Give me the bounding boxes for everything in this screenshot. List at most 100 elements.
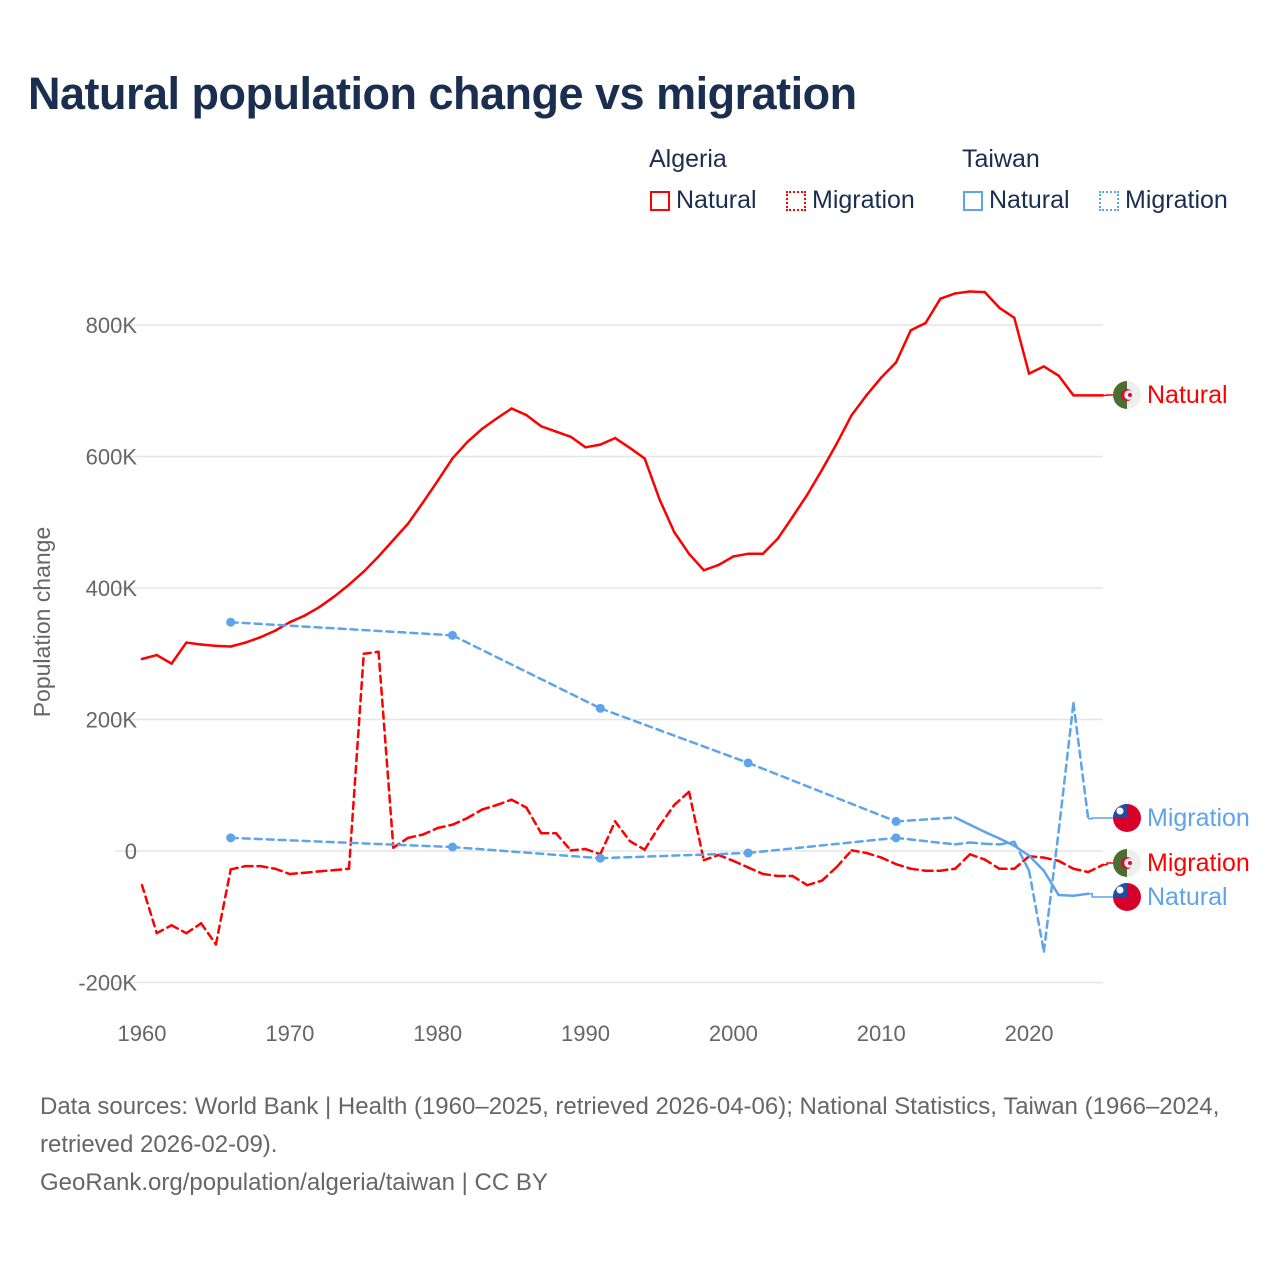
legend-label: Migration xyxy=(1125,186,1228,214)
legend-swatch-solid xyxy=(963,190,983,211)
flag-white xyxy=(1127,381,1141,409)
line-segment xyxy=(599,820,617,856)
line-segment xyxy=(421,826,439,836)
line-segment xyxy=(584,847,602,856)
line-segment xyxy=(229,641,247,648)
flag-body xyxy=(1113,804,1141,832)
line-segment xyxy=(199,643,218,648)
line-segment xyxy=(1072,701,1090,821)
line-segment xyxy=(229,864,247,871)
line-segment xyxy=(140,653,159,661)
line-segment xyxy=(761,537,779,556)
line-segment xyxy=(732,859,750,869)
line-segment xyxy=(554,831,573,852)
line-segment xyxy=(968,823,986,834)
line-segment xyxy=(170,924,188,935)
line-segment xyxy=(362,650,380,655)
series-algeria-natural xyxy=(140,290,1105,665)
footer: Data sources: World Bank | Health (1960–… xyxy=(40,1088,1260,1202)
x-tick-label: 2010 xyxy=(857,1021,906,1046)
line-segment xyxy=(968,841,986,846)
line-segment xyxy=(1027,854,1046,872)
label-connector xyxy=(1088,817,1113,820)
data-point xyxy=(226,617,236,627)
line-segment xyxy=(510,798,528,809)
end-label-taiwan-natural[interactable]: Natural xyxy=(1088,883,1228,911)
line-segment xyxy=(377,538,395,558)
line-segment xyxy=(761,872,779,878)
legend-label: Migration xyxy=(812,186,915,214)
line-segment xyxy=(495,407,513,420)
legend-item-taiwan-natural[interactable]: Natural xyxy=(963,186,1070,215)
line-segment xyxy=(421,479,439,504)
flag-star xyxy=(1128,393,1132,397)
line-segment xyxy=(185,922,203,935)
legend-item-taiwan-migration[interactable]: Migration xyxy=(1099,186,1228,215)
line-segment xyxy=(525,413,543,428)
end-label-algeria-migration[interactable]: Migration xyxy=(1103,849,1250,877)
line-segment xyxy=(746,761,898,823)
line-segment xyxy=(495,798,513,807)
line-segment xyxy=(702,853,720,862)
flag-body xyxy=(1113,849,1141,877)
line-segment xyxy=(643,824,661,851)
line-segment xyxy=(214,868,232,946)
legend-label: Natural xyxy=(676,186,757,214)
line-segment xyxy=(776,515,794,540)
line-segment xyxy=(672,530,691,556)
line-segment xyxy=(894,816,957,823)
end-label-text: Natural xyxy=(1147,381,1228,409)
x-tick-label: 1990 xyxy=(561,1021,610,1046)
legend-item-algeria-migration[interactable]: Migration xyxy=(786,186,915,215)
line-segment xyxy=(451,634,602,710)
end-label-algeria-natural[interactable]: Natural xyxy=(1103,381,1228,409)
line-segment xyxy=(953,853,972,871)
line-segment xyxy=(894,836,957,846)
data-point xyxy=(743,758,753,768)
line-segment xyxy=(791,493,809,519)
data-point xyxy=(891,816,901,826)
line-segment xyxy=(288,871,306,876)
legend-swatch-dotted xyxy=(1099,190,1119,211)
line-segment xyxy=(584,443,602,449)
line-segment xyxy=(392,522,410,542)
line-segment xyxy=(909,321,927,332)
y-tick-label: -200K xyxy=(78,971,137,996)
flag-sun xyxy=(1116,807,1124,815)
line-segment xyxy=(953,290,972,295)
data-point xyxy=(891,833,901,843)
line-segment xyxy=(835,413,853,445)
line-segment xyxy=(303,605,321,617)
line-segment xyxy=(820,442,839,471)
line-segment xyxy=(1027,869,1046,953)
line-segment xyxy=(613,820,632,843)
line-segment xyxy=(806,879,824,887)
line-segment xyxy=(259,629,277,639)
legend-swatch-solid xyxy=(650,190,670,211)
line-segment xyxy=(820,865,839,882)
line-segment xyxy=(199,922,218,946)
line-segment xyxy=(569,435,587,449)
legend-item-algeria-natural[interactable]: Natural xyxy=(650,186,757,215)
y-tick-label: 800K xyxy=(86,313,138,338)
line-segment xyxy=(1057,893,1075,897)
line-segment xyxy=(983,858,1001,871)
line-segment xyxy=(717,853,735,863)
line-segment xyxy=(599,436,617,446)
line-segment xyxy=(1057,859,1075,871)
taiwan-flag-icon xyxy=(1113,883,1141,911)
legend-group-taiwan: Taiwan xyxy=(962,145,1040,173)
line-segment xyxy=(687,790,706,862)
algeria-flag-icon xyxy=(1113,849,1141,877)
data-point xyxy=(595,853,605,863)
label-connector xyxy=(1103,862,1113,866)
line-segment xyxy=(865,376,883,397)
x-tick-label: 1960 xyxy=(118,1021,167,1046)
line-segment xyxy=(392,836,410,849)
line-segment xyxy=(229,620,454,637)
flag-green xyxy=(1113,381,1127,409)
line-segment xyxy=(1057,701,1075,833)
line-segment xyxy=(850,849,868,855)
line-segment xyxy=(939,867,957,872)
end-label-taiwan-migration[interactable]: Migration xyxy=(1088,804,1250,832)
